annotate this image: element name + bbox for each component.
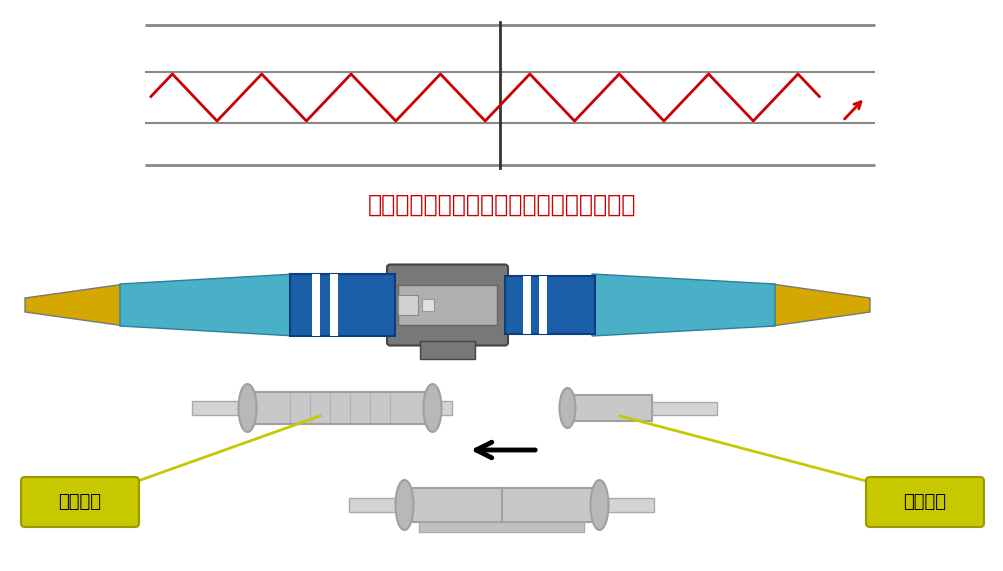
Text: 陶瓷插芯: 陶瓷插芯: [903, 493, 946, 511]
Bar: [248, 392, 432, 424]
Bar: [397, 295, 417, 315]
Bar: [652, 401, 717, 415]
Bar: [419, 340, 474, 359]
FancyBboxPatch shape: [866, 477, 983, 527]
Polygon shape: [592, 274, 774, 336]
Bar: [421, 299, 433, 311]
Ellipse shape: [239, 384, 256, 432]
Polygon shape: [771, 284, 870, 326]
Bar: [312, 274, 320, 336]
Bar: [290, 274, 394, 336]
Bar: [330, 274, 338, 336]
Text: 陶瓷套筒: 陶瓷套筒: [58, 493, 101, 511]
Bar: [397, 285, 496, 325]
Bar: [567, 395, 652, 421]
Polygon shape: [25, 284, 125, 326]
Ellipse shape: [423, 384, 441, 432]
Polygon shape: [120, 274, 295, 336]
Ellipse shape: [395, 480, 413, 530]
Bar: [432, 401, 452, 415]
Bar: [505, 276, 595, 334]
Bar: [193, 401, 248, 415]
Ellipse shape: [590, 480, 608, 530]
FancyBboxPatch shape: [386, 264, 508, 345]
Bar: [599, 498, 654, 512]
Bar: [404, 488, 599, 522]
Bar: [539, 276, 547, 334]
Bar: [523, 276, 531, 334]
FancyBboxPatch shape: [21, 477, 138, 527]
Bar: [419, 522, 584, 532]
Bar: [349, 498, 404, 512]
Ellipse shape: [559, 388, 575, 428]
Text: 光波从一根光纤传播到另外一个光纤示意图: 光波从一根光纤传播到另外一个光纤示意图: [367, 193, 636, 217]
